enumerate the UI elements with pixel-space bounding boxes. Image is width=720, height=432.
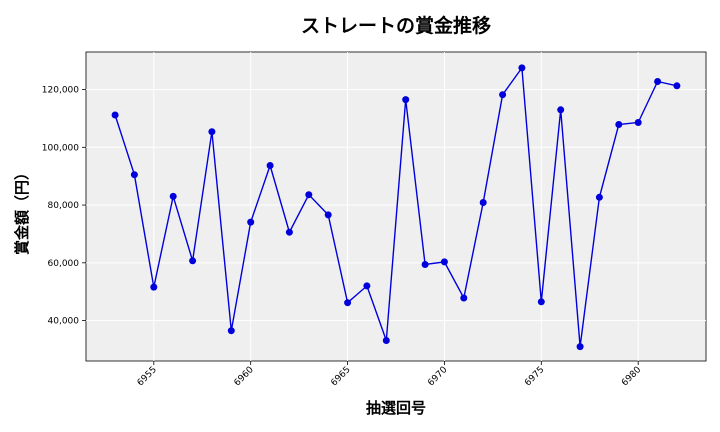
data-point [557, 106, 564, 113]
x-tick-label: 6955 [136, 365, 159, 388]
x-tick-label: 6980 [620, 365, 643, 388]
data-point [344, 299, 351, 306]
x-tick-label: 6965 [329, 365, 352, 388]
y-axis-label: 賞金額（円） [13, 165, 31, 255]
data-point [499, 91, 506, 98]
data-point [363, 282, 370, 289]
x-tick-label: 6975 [523, 365, 546, 388]
data-point [325, 211, 332, 218]
data-point [305, 191, 312, 198]
data-point [208, 128, 215, 135]
data-point [673, 82, 680, 89]
data-point [402, 96, 409, 103]
data-point [577, 343, 584, 350]
data-point [441, 258, 448, 265]
data-point [131, 171, 138, 178]
data-point [635, 119, 642, 126]
data-point [267, 162, 274, 169]
data-point [480, 199, 487, 206]
data-point [150, 284, 157, 291]
data-point [460, 295, 467, 302]
data-point [247, 219, 254, 226]
data-point [228, 327, 235, 334]
y-tick-label: 120,000 [42, 86, 79, 96]
data-point [170, 193, 177, 200]
data-point [286, 229, 293, 236]
y-tick-label: 100,000 [42, 143, 79, 153]
y-tick-label: 80,000 [48, 201, 80, 211]
data-point [189, 257, 196, 264]
y-tick-label: 40,000 [48, 317, 80, 327]
data-point [596, 194, 603, 201]
data-point [383, 337, 390, 344]
data-point [654, 78, 661, 85]
data-point [422, 261, 429, 268]
x-tick-label: 6970 [426, 365, 449, 388]
data-point [538, 298, 545, 305]
chart-title: ストレートの賞金推移 [301, 14, 491, 37]
x-axis-label: 抽選回号 [366, 399, 426, 417]
x-tick-label: 6960 [233, 365, 256, 388]
data-point [518, 64, 525, 71]
data-point [112, 112, 119, 119]
plot-area [86, 52, 706, 361]
y-tick-label: 60,000 [48, 259, 80, 269]
data-point [615, 121, 622, 128]
